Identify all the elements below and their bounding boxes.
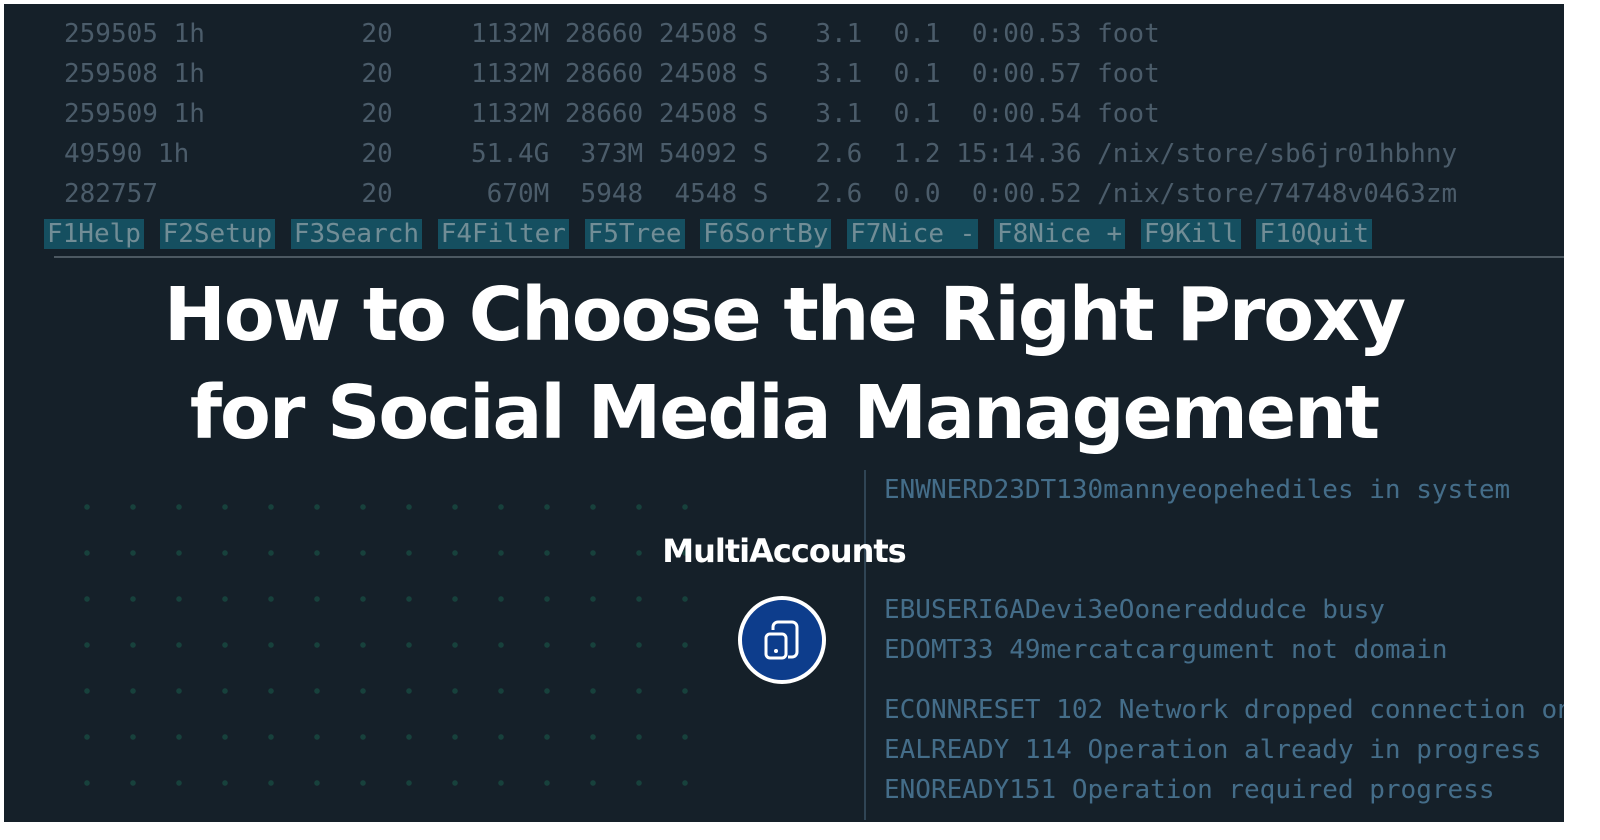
function-key-bar: F1Help F2Setup F3Search F4Filter F5Tree … <box>44 218 1372 250</box>
fkey: F4Filter <box>437 219 569 249</box>
fkey: F9Kill <box>1140 219 1241 249</box>
page-title: How to Choose the Right Proxy for Social… <box>4 266 1564 462</box>
terminal-line: 49590 1h 20 51.4G 373M 54092 S 2.6 1.2 1… <box>64 139 1458 169</box>
fkey: F6SortBy <box>700 219 832 249</box>
fkey: F7Nice - <box>847 219 979 249</box>
terminal-line: ENWNERD23DT130mannyeopehediles in system <box>884 475 1511 505</box>
title-line: for Social Media Management <box>189 370 1380 456</box>
divider <box>54 256 1564 258</box>
fkey: F2Setup <box>159 219 276 249</box>
terminal-line: 259505 1h 20 1132M 28660 24508 S 3.1 0.1… <box>64 19 1160 49</box>
terminal-line: 282757 20 670M 5948 4548 S 2.6 0.0 0:00.… <box>64 179 1458 209</box>
fkey: F3Search <box>290 219 423 249</box>
terminal-line: ENOREADY151 Operation required progress <box>884 775 1495 805</box>
fkey: F8Nice + <box>993 219 1126 249</box>
terminal-line: ECONNRESET 102 Network dropped connectio… <box>884 695 1564 725</box>
fkey: F5Tree <box>584 219 685 249</box>
dot-grid <box>64 484 704 814</box>
devices-icon <box>764 620 799 660</box>
fkey: F1Help <box>44 219 144 249</box>
divider <box>864 470 866 820</box>
brand-name: MultiAccounts <box>662 532 906 570</box>
overlay <box>4 4 1564 822</box>
hero-banner: 259505 1h 20 1132M 28660 24508 S 3.1 0.1… <box>4 4 1564 822</box>
terminal-line: 259508 1h 20 1132M 28660 24508 S 3.1 0.1… <box>64 59 1160 89</box>
fkey: F10Quit <box>1256 219 1372 249</box>
terminal-line: EALREADY 114 Operation already in progre… <box>884 735 1542 765</box>
terminal-line: EBUSERI6ADevi3eOonereddudce busy <box>884 595 1385 625</box>
terminal-line: 259509 1h 20 1132M 28660 24508 S 3.1 0.1… <box>64 99 1160 129</box>
brand-logo <box>738 596 826 684</box>
title-line: How to Choose the Right Proxy <box>163 272 1406 358</box>
terminal-line: EDOMT33 49mercatcargument not domain <box>884 635 1448 665</box>
background-terminal-photo: 259505 1h 20 1132M 28660 24508 S 3.1 0.1… <box>4 4 1564 822</box>
